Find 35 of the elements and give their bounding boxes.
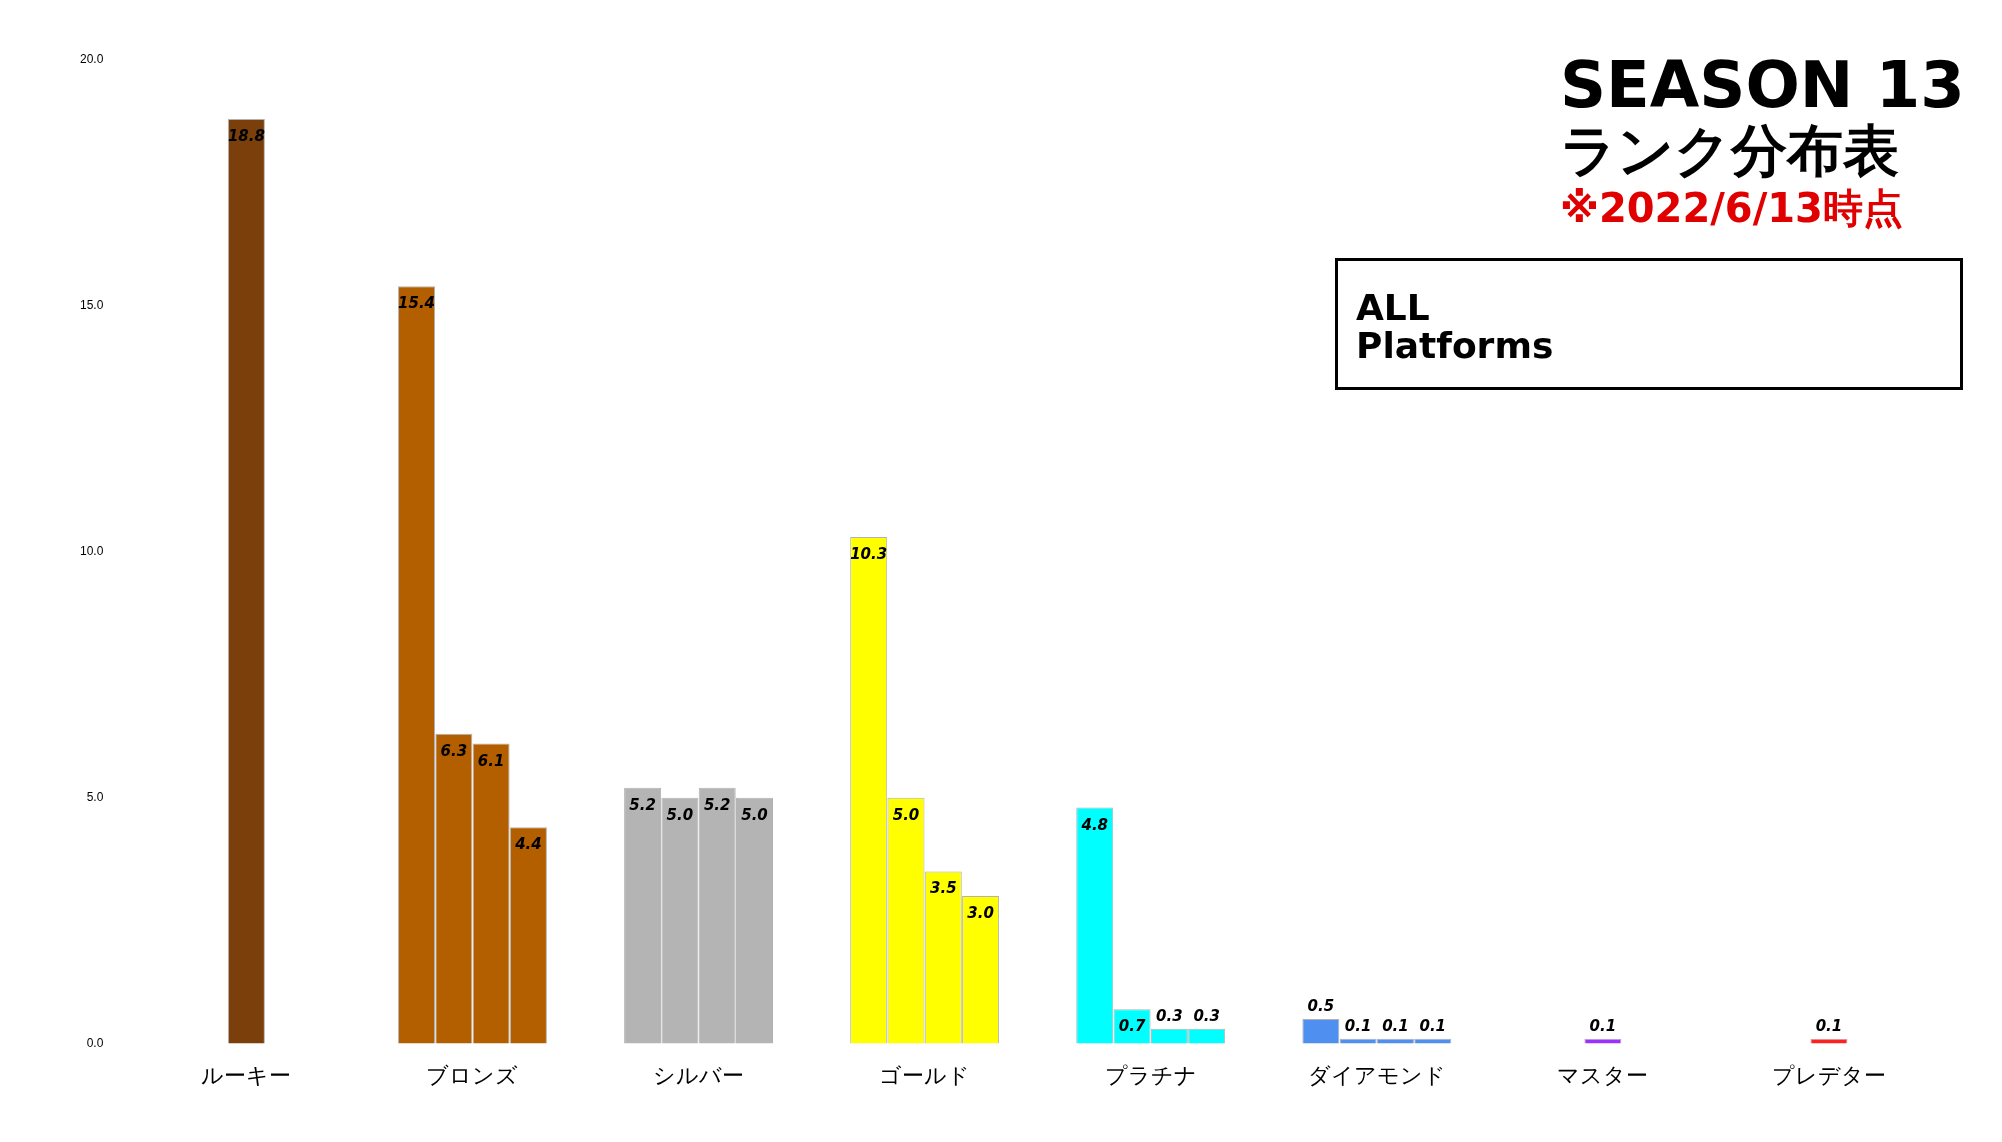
data-label: 0.1	[1344, 1016, 1372, 1035]
y-tick-label: 5.0	[86, 790, 104, 805]
data-label: 0.3	[1193, 1006, 1220, 1025]
data-label: 3.0	[967, 904, 994, 923]
x-tick-label: マスター	[1557, 1062, 1649, 1088]
y-tick-label: 10.0	[80, 544, 104, 559]
data-label: 5.0	[666, 805, 694, 824]
data-label: 0.7	[1118, 1017, 1146, 1036]
x-tick-label: ゴールド	[879, 1062, 971, 1088]
y-tick-label: 0.0	[86, 1035, 104, 1050]
x-tick-label: プレデター	[1771, 1062, 1886, 1088]
x-tick-label: シルバー	[653, 1062, 745, 1088]
x-tick-label: ブロンズ	[426, 1062, 519, 1088]
data-label: 6.1	[477, 751, 505, 770]
annotation: ALL Platforms	[1356, 287, 1555, 366]
data-label: 4.8	[1080, 815, 1109, 834]
x-tick-label: ルーキー	[201, 1062, 292, 1088]
data-label: 3.5	[930, 879, 957, 898]
data-label: 5.0	[741, 805, 768, 824]
data-label: 0.1	[1815, 1016, 1843, 1035]
y-tick-label: 20.0	[80, 52, 104, 67]
data-label: 0.5	[1307, 997, 1335, 1016]
x-tick-label: ダイアモンド	[1307, 1062, 1446, 1088]
data-label: 0.1	[1589, 1016, 1617, 1035]
data-label: 6.3	[440, 741, 468, 760]
x-tick-label: プラチナ	[1104, 1062, 1197, 1088]
data-label: 0.1	[1419, 1016, 1447, 1035]
data-label: 5.0	[892, 805, 920, 824]
data-label: 4.4	[514, 835, 542, 854]
data-label: 5.2	[703, 795, 731, 814]
data-label: 5.2	[629, 795, 656, 814]
data-label: 0.1	[1382, 1016, 1409, 1035]
y-tick-label: 15.0	[80, 298, 104, 313]
annotation: ※2022/6/13時点	[1560, 184, 1904, 231]
data-label: 0.3	[1156, 1006, 1183, 1025]
